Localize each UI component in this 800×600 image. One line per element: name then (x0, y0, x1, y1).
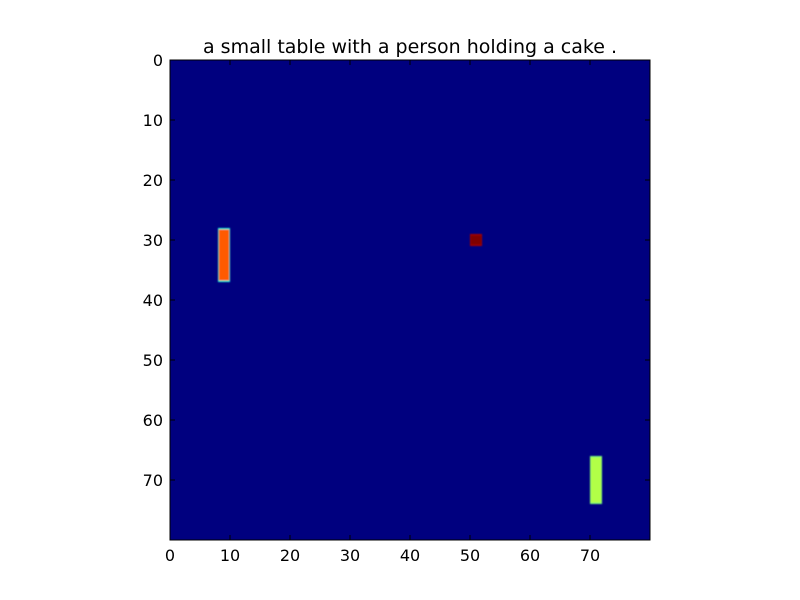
chart-title: a small table with a person holding a ca… (203, 36, 617, 58)
heatmap-cell-core (470, 235, 482, 245)
plot-area (169, 59, 651, 541)
y-tick-label: 40 (143, 291, 163, 310)
heatmap-cell-2 (470, 234, 482, 246)
x-tick-label: 30 (340, 546, 360, 565)
x-axis: 0 10 20 30 40 50 60 70 (165, 60, 600, 565)
heatmap-cell-core (218, 229, 230, 281)
heatmap-cell-core (590, 457, 602, 503)
heatmap-background (170, 60, 650, 540)
y-axis: 0 10 20 30 40 50 60 70 (143, 51, 650, 490)
y-tick-label: 30 (143, 231, 163, 250)
y-tick-label: 70 (143, 471, 163, 490)
heatmap-cell-3 (590, 456, 602, 504)
x-tick-label: 60 (520, 546, 540, 565)
x-tick-label: 40 (400, 546, 420, 565)
x-tick-label: 20 (280, 546, 300, 565)
x-tick-label: 0 (165, 546, 175, 565)
x-tick-label: 50 (460, 546, 480, 565)
x-tick-label: 10 (220, 546, 240, 565)
x-tick-label: 70 (580, 546, 600, 565)
y-tick-label: 50 (143, 351, 163, 370)
y-tick-label: 20 (143, 171, 163, 190)
y-tick-label: 60 (143, 411, 163, 430)
heatmap-cell-1 (218, 228, 230, 282)
y-tick-label: 10 (143, 111, 163, 130)
y-tick-label: 0 (153, 51, 163, 70)
